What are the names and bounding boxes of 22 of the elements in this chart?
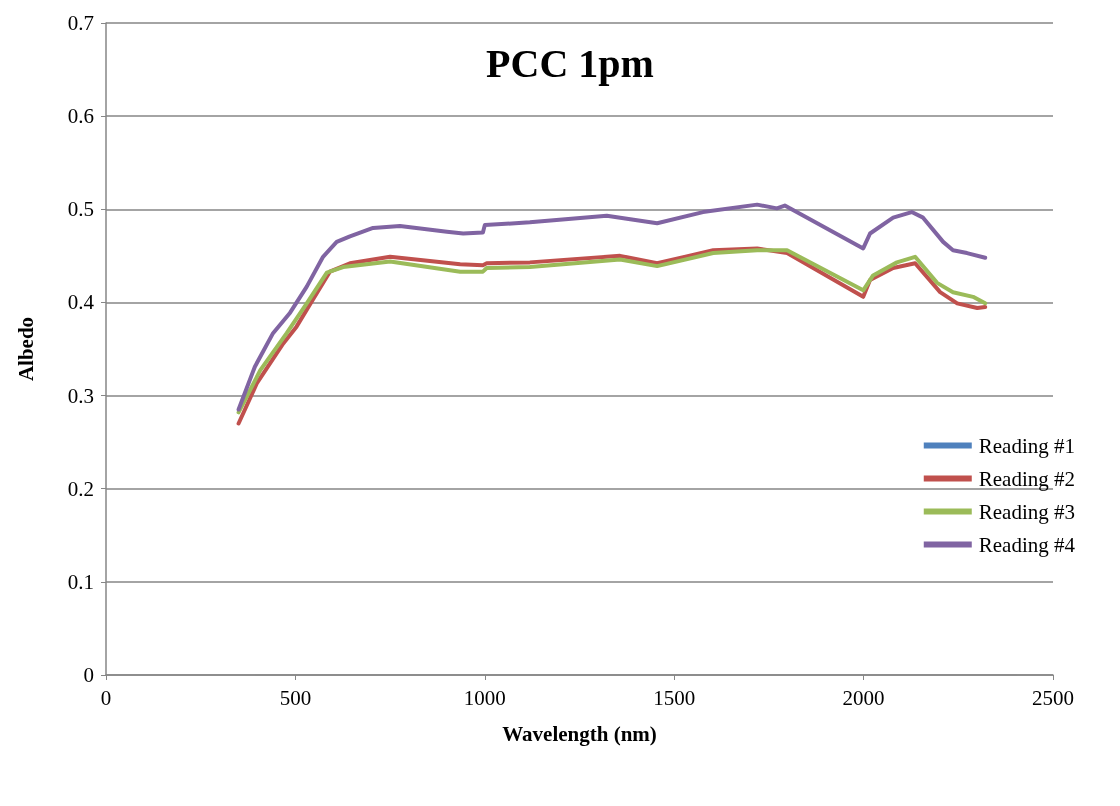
x-tick-label: 2500 bbox=[1032, 685, 1074, 710]
y-tick-label: 0.6 bbox=[67, 104, 94, 129]
y-tick-label: 0.4 bbox=[67, 290, 95, 315]
x-tick-label: 500 bbox=[279, 685, 312, 710]
y-tick-label: 0 bbox=[83, 663, 94, 687]
legend-label: Reading #2 bbox=[978, 466, 1075, 491]
y-tick-label: 0.7 bbox=[67, 11, 94, 35]
legend-label: Reading #3 bbox=[978, 499, 1075, 524]
legend-label: Reading #1 bbox=[978, 433, 1075, 458]
chart-title: PCC 1pm bbox=[486, 40, 654, 86]
x-tick-label: 2000 bbox=[842, 685, 885, 710]
legend-label: Reading #4 bbox=[978, 532, 1076, 557]
y-tick-label: 0.1 bbox=[67, 569, 94, 594]
y-tick-label: 0.3 bbox=[67, 383, 94, 408]
x-axis-title: Wavelength (nm) bbox=[502, 721, 657, 746]
line-series bbox=[236, 202, 988, 412]
x-tick-label: 0 bbox=[100, 685, 112, 710]
y-axis-title: Albedo bbox=[13, 316, 38, 382]
y-tick-label: 0.2 bbox=[67, 476, 94, 501]
y-tick-label: 0.5 bbox=[67, 197, 94, 222]
x-tick-label: 1500 bbox=[653, 685, 696, 710]
x-tick-label: 1000 bbox=[463, 685, 506, 710]
